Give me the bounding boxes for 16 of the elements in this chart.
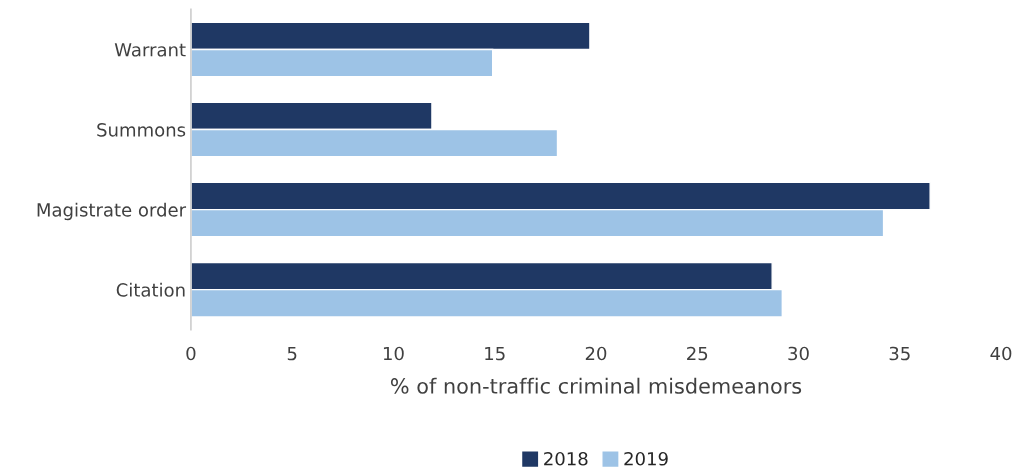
x-tick-label: 10 [383,346,404,361]
x-tick-label: 35 [889,346,910,361]
legend-label: 2019 [624,451,668,466]
y-tick-label: Summons [97,122,186,137]
y-tick-label: Warrant [114,43,186,57]
y-tick-label: Citation [116,282,185,297]
y-tick-label: Magistrate order [37,202,187,221]
legend-label: 2018 [544,451,588,466]
x-tick-label: 0 [186,346,196,361]
x-tick-label: 40 [990,346,1012,361]
x-tick-label: 15 [485,346,505,361]
x-tick-label: 30 [788,346,809,361]
x-tick-label: 25 [687,346,708,361]
x-tick-label: 20 [585,346,607,361]
x-axis-title: % of non-traffic criminal misdemeanors [390,377,802,394]
x-tick-label: 5 [287,346,297,361]
